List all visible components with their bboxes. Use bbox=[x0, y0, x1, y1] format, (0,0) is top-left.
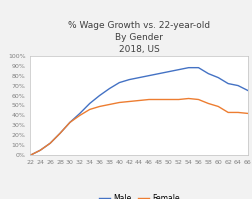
Male bbox=[58, 132, 61, 135]
Female bbox=[206, 102, 209, 105]
Female bbox=[127, 100, 130, 103]
Legend: Male, Female: Male, Female bbox=[95, 191, 182, 199]
Female bbox=[88, 108, 91, 111]
Male bbox=[196, 66, 199, 69]
Female bbox=[48, 142, 51, 144]
Female bbox=[176, 98, 179, 101]
Female bbox=[216, 105, 219, 108]
Female bbox=[236, 111, 239, 114]
Male bbox=[236, 84, 239, 87]
Male bbox=[88, 102, 91, 105]
Male bbox=[117, 81, 120, 84]
Female bbox=[186, 97, 189, 100]
Female bbox=[39, 149, 42, 151]
Male bbox=[127, 78, 130, 81]
Male bbox=[167, 70, 170, 73]
Female bbox=[137, 99, 140, 102]
Female bbox=[78, 114, 81, 117]
Female bbox=[147, 98, 150, 101]
Line: Male: Male bbox=[30, 68, 247, 155]
Male bbox=[98, 94, 101, 97]
Female bbox=[196, 98, 199, 101]
Female bbox=[157, 98, 160, 101]
Female bbox=[226, 111, 229, 114]
Male bbox=[68, 121, 71, 124]
Female bbox=[245, 112, 248, 115]
Title: % Wage Growth vs. 22-year-old
By Gender
2018, US: % Wage Growth vs. 22-year-old By Gender … bbox=[68, 21, 209, 54]
Male bbox=[176, 68, 179, 71]
Female bbox=[108, 103, 111, 106]
Male bbox=[48, 142, 51, 144]
Male bbox=[147, 74, 150, 77]
Male bbox=[226, 82, 229, 85]
Male bbox=[29, 154, 32, 156]
Female bbox=[167, 98, 170, 101]
Male bbox=[157, 72, 160, 75]
Male bbox=[137, 76, 140, 79]
Male bbox=[78, 112, 81, 115]
Female bbox=[117, 101, 120, 104]
Line: Female: Female bbox=[30, 99, 247, 155]
Female bbox=[68, 121, 71, 124]
Female bbox=[58, 132, 61, 135]
Female bbox=[98, 105, 101, 108]
Male bbox=[186, 66, 189, 69]
Male bbox=[39, 149, 42, 151]
Female bbox=[29, 154, 32, 156]
Male bbox=[108, 87, 111, 90]
Male bbox=[206, 72, 209, 75]
Male bbox=[245, 89, 248, 92]
Male bbox=[216, 76, 219, 79]
